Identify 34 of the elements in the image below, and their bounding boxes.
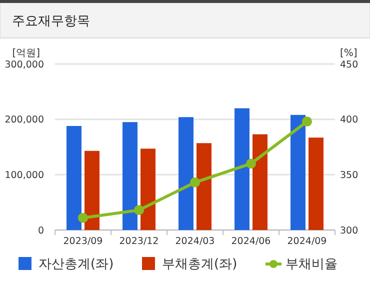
bar: [308, 138, 324, 230]
bar: [252, 134, 268, 230]
point: [302, 116, 312, 127]
y2-tick-label: 350: [340, 170, 358, 181]
legend-label: 부채총계(좌): [162, 257, 238, 272]
bar: [234, 108, 250, 230]
bar: [140, 148, 156, 230]
y2-tick-label: 300: [340, 225, 358, 236]
x-tick-label: 2023/09: [63, 236, 103, 247]
point: [190, 177, 200, 188]
bar: [178, 117, 194, 230]
y2-tick-label: 450: [340, 59, 358, 70]
bar: [66, 126, 82, 230]
bar: [84, 150, 100, 230]
y-tick-label: 0: [38, 225, 44, 236]
bar: [290, 114, 306, 230]
x-tick-label: 2024/09: [287, 236, 327, 247]
x-tick-label: 2024/06: [231, 236, 271, 247]
point: [134, 205, 144, 216]
bar: [122, 122, 138, 230]
y-tick-label: 200,000: [4, 114, 44, 126]
y-tick-label: 300,000: [4, 59, 44, 70]
y-axis-title: [억원]: [12, 48, 40, 59]
legend-label: 자산총계(좌): [38, 257, 114, 272]
y-tick-label: 100,000: [4, 170, 44, 181]
chart-title: 주요재무항목: [12, 14, 90, 29]
bar: [196, 143, 212, 230]
x-tick-label: 2023/12: [119, 236, 159, 247]
point: [78, 212, 88, 223]
legend-label: 부채비율: [286, 257, 338, 272]
y2-tick-label: 400: [340, 114, 358, 126]
point: [246, 158, 256, 169]
x-tick-label: 2024/03: [175, 236, 215, 247]
y2-axis-title: [%]: [340, 48, 358, 59]
